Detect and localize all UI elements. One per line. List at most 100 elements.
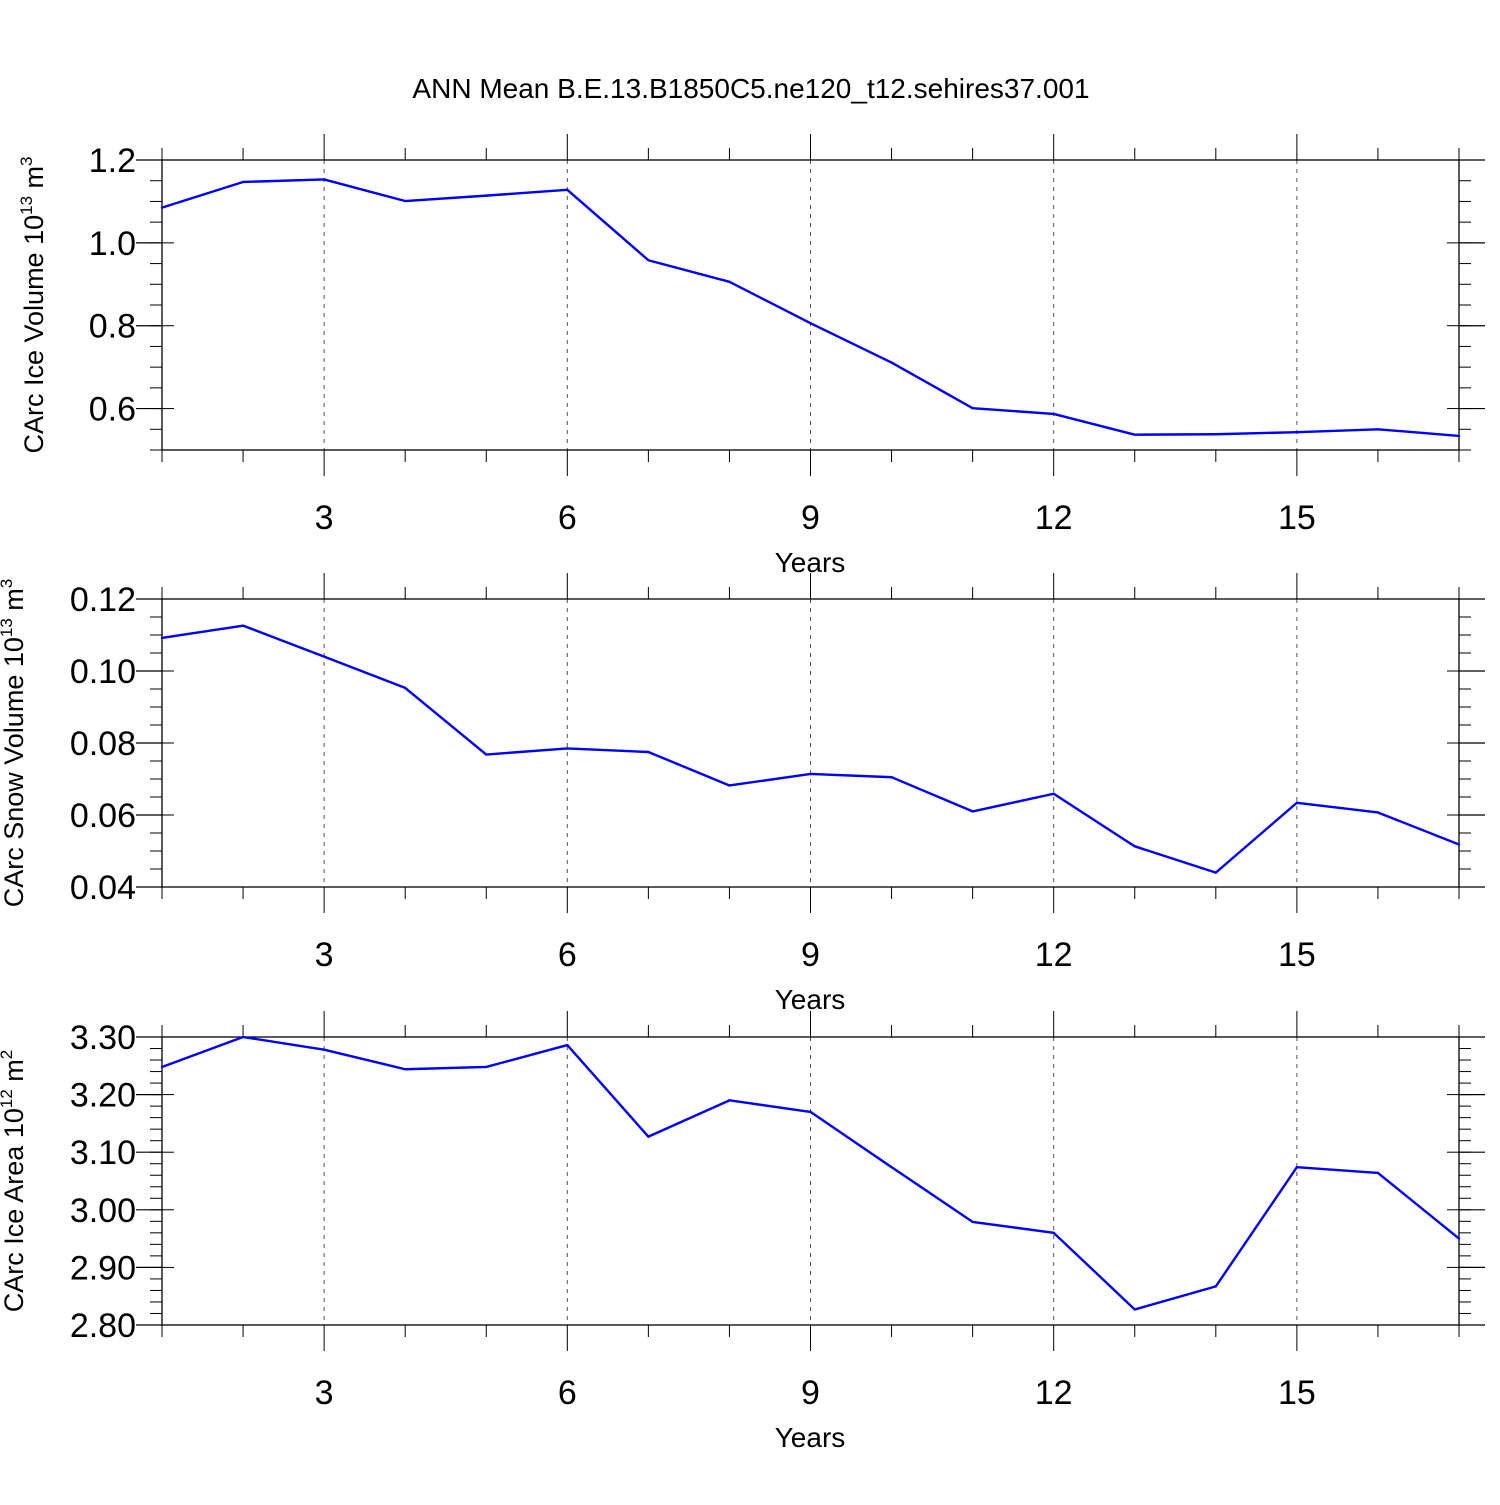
data-point: [322, 178, 326, 181]
y-axis-label: CArc Ice Area 1012 m2: [0, 1050, 29, 1313]
y-tick-label: 1.2: [89, 142, 136, 180]
data-point: [1295, 801, 1299, 804]
x-tick-label: 12: [1035, 936, 1073, 974]
data-point: [1133, 1308, 1136, 1311]
data-point: [1376, 811, 1380, 814]
y-axis-label-part: m: [0, 588, 29, 618]
x-tick-label: 12: [1035, 1374, 1073, 1412]
y-axis-label-superscript: 3: [17, 156, 36, 165]
x-tick-label: 15: [1278, 499, 1316, 537]
data-point: [1457, 1237, 1461, 1240]
y-tick-label: 3.30: [70, 1019, 136, 1057]
y-axis-label-part: CArc Snow Volume 10: [0, 637, 29, 907]
data-point: [160, 636, 164, 640]
data-point: [890, 361, 893, 364]
data-point: [1295, 430, 1299, 434]
x-axis-label: Years: [775, 1422, 846, 1453]
x-tick-label: 15: [1278, 1374, 1316, 1412]
y-axis-label-superscript: 13: [0, 618, 16, 637]
data-point: [322, 655, 326, 658]
y-tick-label: 0.12: [70, 581, 136, 619]
data-point: [566, 188, 569, 192]
data-point: [728, 1099, 731, 1102]
chart-panel-3: 3 6 9 12 15 2.80 2.90 3.00 3.10 3.20 3.30 Years CArc…: [0, 1011, 1485, 1453]
y-tick-label: 3.20: [70, 1077, 136, 1115]
y-tick-label: 3.10: [70, 1134, 136, 1172]
data-point: [971, 406, 974, 410]
x-tick-label: 6: [558, 936, 577, 974]
data-point: [485, 753, 488, 756]
data-point: [1376, 428, 1380, 431]
x-tick-label: 6: [558, 1374, 577, 1412]
y-axis-label-part: m: [19, 166, 49, 196]
data-point: [1457, 843, 1461, 846]
data-point: [160, 1065, 164, 1069]
data-point: [890, 776, 893, 779]
chart-title: ANN Mean B.E.13.B1850C5.ne120_t12.sehire…: [412, 73, 1089, 104]
x-tick-label: 3: [315, 1374, 334, 1412]
y-tick-label: 0.8: [89, 308, 136, 346]
x-tick-label: 15: [1278, 936, 1316, 974]
y-tick-label: 2.90: [70, 1249, 136, 1287]
y-axis-label-part: CArc Ice Volume 10: [19, 215, 49, 454]
y-tick-label: 3.00: [70, 1192, 136, 1230]
y-axis-label-superscript: 12: [0, 1089, 16, 1108]
y-axis-label-part: CArc Ice Area 10: [0, 1108, 29, 1312]
data-point: [1052, 1231, 1055, 1235]
data-point: [1295, 1165, 1299, 1169]
x-tick-label: 3: [315, 499, 334, 537]
data-point: [403, 1068, 407, 1071]
y-tick-label: 0.10: [70, 653, 136, 691]
chart-panel-1: 3 6 9 12 15 0.6 0.8 1.0 1.2 Years CArc Ice Volume …: [17, 134, 1485, 578]
data-point: [566, 1043, 569, 1047]
data-point: [485, 1065, 488, 1069]
data-point: [160, 206, 164, 209]
data-point: [971, 1220, 974, 1224]
data-point: [322, 1048, 326, 1051]
data-point: [1133, 433, 1136, 436]
x-tick-label: 9: [801, 1374, 820, 1412]
y-axis-label-superscript: 13: [17, 196, 36, 215]
x-tick-label: 12: [1035, 499, 1073, 537]
data-point: [1214, 433, 1218, 436]
data-point: [728, 280, 731, 283]
y-tick-label: 0.06: [70, 797, 136, 835]
x-tick-label: 9: [801, 499, 820, 537]
x-tick-label: 6: [558, 499, 577, 537]
data-point: [647, 1135, 650, 1138]
data-point: [647, 750, 650, 754]
y-tick-label: 1.0: [89, 225, 136, 263]
data-point: [809, 772, 812, 776]
data-point: [1214, 871, 1218, 874]
data-point: [647, 259, 650, 262]
y-tick-label: 0.6: [89, 391, 136, 429]
y-tick-label: 2.80: [70, 1307, 136, 1345]
data-point: [241, 1035, 245, 1039]
data-point: [890, 1165, 893, 1169]
data-point: [403, 199, 407, 203]
y-tick-label: 0.08: [70, 725, 136, 763]
data-point: [728, 784, 731, 787]
x-tick-label: 9: [801, 936, 820, 974]
data-point: [1214, 1285, 1218, 1288]
data-point: [566, 747, 569, 750]
y-axis-label: CArc Ice Volume 1013 m3: [17, 156, 49, 453]
data-point: [241, 180, 245, 184]
x-axis-label: Years: [775, 984, 846, 1015]
data-point: [1052, 792, 1055, 795]
x-tick-label: 3: [315, 936, 334, 974]
data-point: [1133, 845, 1136, 848]
data-point: [809, 1110, 812, 1114]
y-axis-label-part: m: [0, 1059, 29, 1089]
x-axis-label: Years: [775, 547, 846, 578]
y-axis-label: CArc Snow Volume 1013 m3: [0, 579, 29, 908]
data-point: [809, 322, 812, 325]
data-point: [1376, 1171, 1380, 1175]
data-point: [1052, 412, 1055, 416]
chart-panel-2: 3 6 9 12 15 0.04 0.06 0.08 0.10 0.12 Years CArc Sno…: [0, 573, 1485, 1015]
y-axis-label-superscript: 2: [0, 1050, 16, 1059]
data-point: [485, 194, 488, 197]
data-point: [403, 686, 407, 690]
